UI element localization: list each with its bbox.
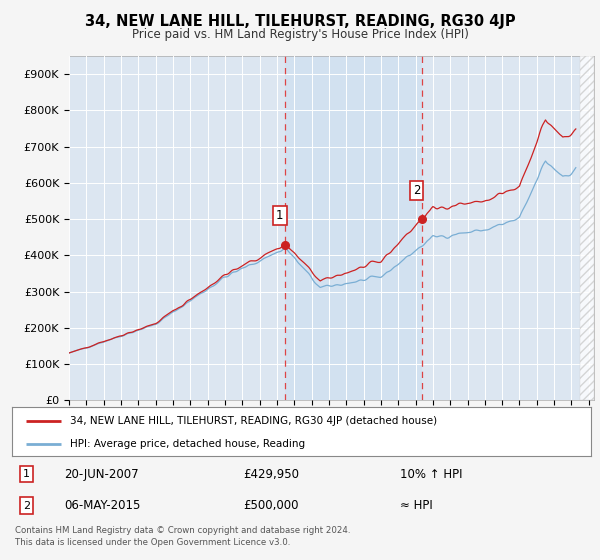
Text: HPI: Average price, detached house, Reading: HPI: Average price, detached house, Read… [70, 438, 305, 449]
Text: £500,000: £500,000 [244, 499, 299, 512]
Text: 2: 2 [413, 184, 420, 197]
Text: £429,950: £429,950 [244, 468, 299, 480]
Text: 2: 2 [23, 501, 30, 511]
Text: Contains HM Land Registry data © Crown copyright and database right 2024.
This d: Contains HM Land Registry data © Crown c… [15, 526, 350, 547]
Text: 34, NEW LANE HILL, TILEHURST, READING, RG30 4JP: 34, NEW LANE HILL, TILEHURST, READING, R… [85, 14, 515, 29]
Text: 1: 1 [23, 469, 30, 479]
Text: 1: 1 [276, 209, 284, 222]
Text: 06-MAY-2015: 06-MAY-2015 [64, 499, 140, 512]
Text: ≈ HPI: ≈ HPI [400, 499, 433, 512]
Text: 20-JUN-2007: 20-JUN-2007 [64, 468, 139, 480]
Bar [285, 56, 422, 400]
Text: 10% ↑ HPI: 10% ↑ HPI [400, 468, 463, 480]
Text: 34, NEW LANE HILL, TILEHURST, READING, RG30 4JP (detached house): 34, NEW LANE HILL, TILEHURST, READING, R… [70, 416, 437, 426]
Text: Price paid vs. HM Land Registry's House Price Index (HPI): Price paid vs. HM Land Registry's House … [131, 28, 469, 41]
